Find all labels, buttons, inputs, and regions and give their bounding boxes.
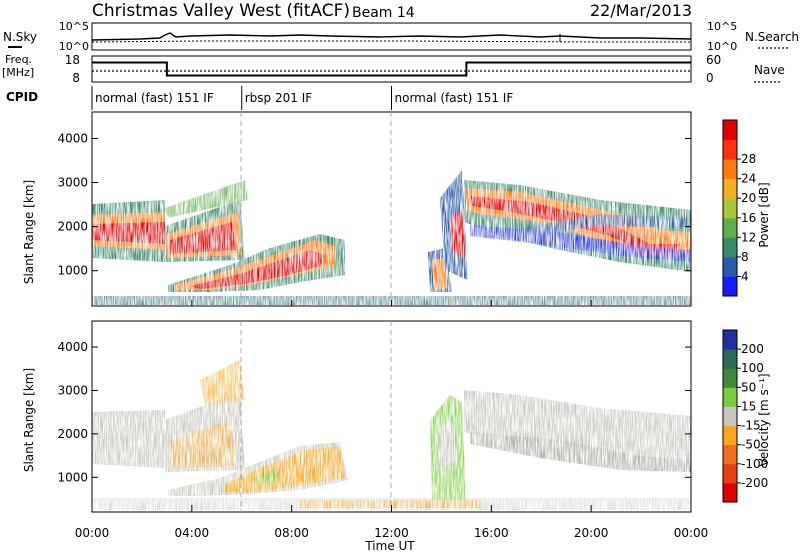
colorbar-swatch: [723, 120, 737, 141]
colorbar-swatch: [723, 256, 737, 277]
colorbar-tick-label: 8: [741, 250, 749, 264]
colorbar-tick-label: -50: [741, 438, 761, 452]
freq-panel: Freq. [MHz] 18 8 60 0 Nave: [2, 53, 785, 85]
colorbar-frame: [722, 329, 738, 503]
colorbar-tick-label: -200: [741, 476, 768, 490]
colorbar-swatch: [723, 159, 737, 180]
power-colorbar: 4 8 12 16 20 24 28: [722, 119, 756, 297]
power-ylabel: Slant Range [km]: [22, 180, 36, 284]
freq-tick-top: 18: [65, 53, 80, 67]
beam-label: Beam 14: [352, 5, 415, 21]
colorbar-swatch: [723, 444, 737, 465]
plot-title: Christmas Valley West (fitACF): [92, 1, 350, 21]
xtick-label: 00:00: [674, 526, 709, 540]
cpid-mode-label: normal (fast) 151 IF: [395, 91, 514, 105]
colorbar-tick-label: 50: [741, 380, 756, 394]
colorbar-swatch: [723, 217, 737, 238]
colorbar-swatch: [723, 406, 737, 427]
colorbar-swatch: [723, 368, 737, 388]
colorbar-tick-label: 16: [741, 211, 756, 225]
colorbar-tick-label: 20: [741, 191, 756, 205]
power-yticks: 1000 2000 3000 4000: [57, 131, 691, 278]
colorbar-swatch: [723, 139, 737, 160]
colorbar-tick-label: 200: [741, 342, 764, 356]
noise-right-label: N.Search: [745, 30, 799, 44]
power-panel: Slant Range [km] 1000 2000 3000 4000: [22, 111, 692, 307]
power-colorbar-label: Power [dB]: [757, 182, 771, 247]
freq-tick-bottom: 8: [72, 71, 80, 85]
freq-line: [92, 61, 691, 77]
ytick-label: 2000: [57, 220, 88, 234]
colorbar-swatch: [723, 349, 737, 369]
noise-right-tick-bottom: 10^0: [707, 40, 737, 53]
ytick-label: 1000: [57, 264, 88, 278]
ytick-label: 4000: [57, 131, 88, 145]
noise-left-tick-bottom: 10^0: [59, 40, 89, 53]
cpid-label: CPID: [6, 90, 38, 104]
freq-label-line1: Freq.: [5, 53, 32, 66]
ytick-label: 3000: [57, 176, 88, 190]
ytick-label: 4000: [57, 340, 88, 354]
colorbar-tick-label: -100: [741, 457, 768, 471]
xtick-label: 16:00: [474, 526, 509, 540]
noise-right-tick-top: 10^5: [707, 20, 737, 33]
date-label: 22/Mar/2013: [590, 1, 692, 20]
colorbar-tick-label: 100: [741, 361, 764, 375]
colorbar-swatch: [723, 330, 737, 350]
colorbar-tick-label: 4: [741, 269, 749, 283]
colorbar-tick-label: 15: [741, 399, 756, 413]
colorbar-swatch: [723, 198, 737, 219]
xtick-label: 00:00: [75, 526, 110, 540]
cpid-mode-label: rbsp 201 IF: [245, 91, 312, 105]
velocity-data: [92, 360, 691, 510]
xtick-label: 08:00: [274, 526, 309, 540]
nave-tick-bottom: 0: [706, 71, 714, 85]
colorbar-tick-label: -15: [741, 419, 761, 433]
noise-sky-line: [91, 32, 692, 41]
noise-panel: N.Sky 10^5 10^0 10^5 10^0 N.Search: [3, 20, 799, 53]
xtick-label: 04:00: [175, 526, 210, 540]
noise-left-label: N.Sky: [3, 30, 37, 44]
nave-tick-top: 60: [706, 53, 721, 67]
colorbar-tick-label: 28: [741, 152, 756, 166]
colorbar-swatch: [723, 237, 737, 258]
freq-label-line2: [MHz]: [2, 66, 34, 79]
cpid-panel: CPID normal (fast) 151 IF rbsp 201 IF norm…: [6, 86, 513, 110]
colorbar-tick-label: 24: [741, 172, 756, 186]
cpid-mode-label: normal (fast) 151 IF: [95, 91, 214, 105]
velocity-ylabel: Slant Range [km]: [22, 368, 36, 472]
colorbar-swatch: [723, 425, 737, 446]
colorbar-swatch: [723, 276, 737, 297]
velocity-colorbar-label: Velocity [m s⁻¹]: [757, 373, 771, 466]
colorbar-tick-label: 12: [741, 230, 756, 244]
colorbar-swatch: [723, 387, 737, 407]
colorbar-swatch: [723, 463, 737, 484]
x-axis-label: Time UT: [364, 539, 415, 553]
velocity-xticks: 00:00 04:00 08:00 12:00 16:00 20:00 00:00: [75, 505, 709, 540]
colorbar-swatch: [723, 482, 737, 503]
velocity-colorbar: 200 100 50 15 -15 -50 -100 -200: [722, 329, 768, 503]
colorbar-frame: [722, 119, 738, 297]
xtick-label: 20:00: [574, 526, 609, 540]
ytick-label: 3000: [57, 383, 88, 397]
colorbar-swatch: [723, 178, 737, 199]
power-data: [92, 170, 691, 305]
noise-left-tick-top: 10^5: [59, 20, 89, 33]
ytick-label: 2000: [57, 427, 88, 441]
ytick-label: 1000: [57, 470, 88, 484]
velocity-yticks: 1000 2000 3000 4000: [57, 340, 691, 484]
noise-search-line: [91, 40, 691, 43]
xtick-label: 12:00: [374, 526, 409, 540]
nave-label: Nave: [754, 63, 785, 77]
